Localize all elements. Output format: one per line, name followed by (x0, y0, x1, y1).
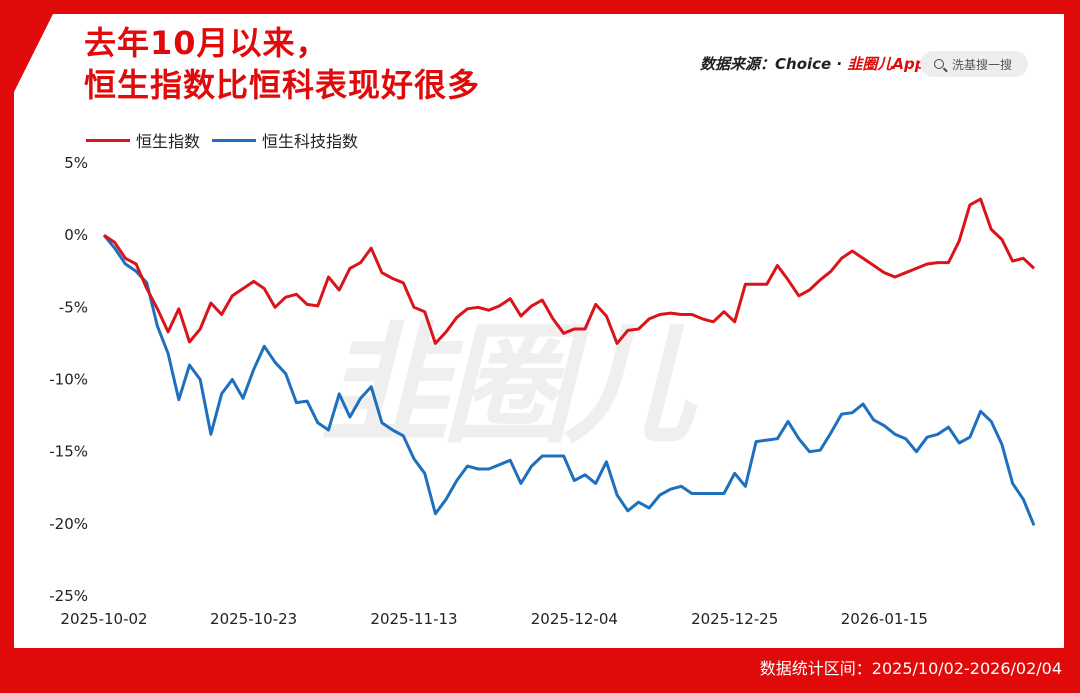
chart-legend: 恒生指数 恒生科技指数 (86, 128, 370, 152)
x-tick-label: 2025-12-04 (531, 610, 618, 628)
title-line-2: 恒生指数比恒科表现好很多 (84, 66, 481, 104)
series-line-hsi (103, 197, 1036, 345)
search-box[interactable]: 洗基搜一搜 (920, 51, 1028, 77)
date-range-footer: 数据统计区间：2025/10/02-2026/02/04 (759, 659, 1062, 678)
x-tick-label: 2025-10-02 (60, 610, 147, 628)
title-line-1: 去年10月以来， (84, 24, 329, 62)
y-tick-label: 5% (64, 154, 88, 172)
x-tick-label: 2026-01-15 (841, 610, 928, 628)
corner-triangle (0, 0, 60, 120)
source-brand: 韭圈儿App (847, 55, 926, 73)
source-prefix: 数据来源：Choice · (700, 55, 848, 73)
page-title: 去年10月以来， 恒生指数比恒科表现好很多 (84, 22, 480, 106)
legend-item-hsi: 恒生指数 (86, 128, 200, 152)
legend-item-hstech: 恒生科技指数 (212, 128, 358, 152)
legend-swatch-hsi (86, 138, 130, 142)
legend-label-hsi: 恒生指数 (136, 132, 201, 151)
legend-label-hstech: 恒生科技指数 (262, 132, 359, 151)
x-tick-label: 2025-10-23 (210, 610, 297, 628)
data-source: 数据来源：Choice · 韭圈儿App (700, 53, 925, 74)
y-tick-label: -20% (49, 515, 88, 533)
x-tick-label: 2025-12-25 (691, 610, 778, 628)
y-tick-label: -10% (49, 371, 88, 389)
y-tick-label: -5% (59, 298, 88, 316)
chart-panel (14, 14, 1064, 648)
search-placeholder: 洗基搜一搜 (952, 57, 1013, 72)
legend-swatch-hstech (212, 138, 257, 142)
series-line-hstech (102, 234, 1036, 526)
x-tick-label: 2025-11-13 (370, 610, 457, 628)
watermark-logo: 韭圈儿 (320, 309, 694, 461)
search-icon (934, 59, 944, 69)
y-tick-label: -15% (49, 443, 88, 461)
y-tick-label: 0% (64, 226, 88, 244)
y-tick-label: -25% (49, 587, 88, 605)
